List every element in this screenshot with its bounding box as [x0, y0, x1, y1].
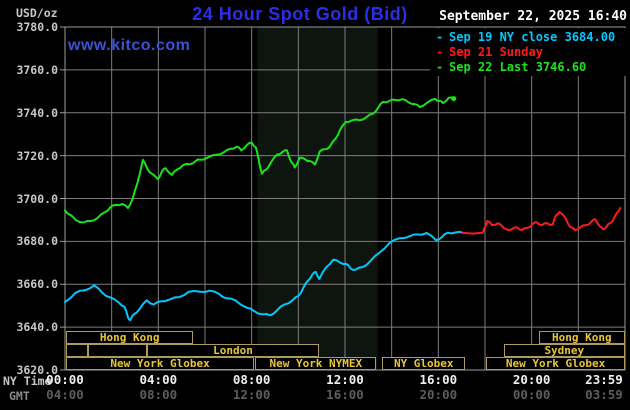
session-box-london: London [146, 344, 320, 357]
kitco-watermark-link[interactable]: www.kitco.com [68, 37, 191, 54]
y-tick-label: 3620.0 [16, 363, 58, 377]
x-tick-ny: 00:00 [46, 372, 84, 387]
session-box-new-york-globex: New York Globex [486, 357, 625, 370]
session-box-sydney: Sydney [503, 344, 625, 357]
x-tick-ny: 23:59 [585, 372, 623, 387]
legend-dash-icon: - [436, 44, 444, 59]
x-tick-ny: 04:00 [139, 372, 178, 387]
legend-row-sep19: - Sep 19 NY close 3684.00 [436, 29, 630, 44]
x-tick-gmt: 04:00 [46, 387, 84, 402]
session-box-hong-kong: Hong Kong [538, 331, 625, 344]
session-box [88, 344, 147, 357]
legend-row-sep22: - Sep 22 Last 3746.60 [436, 59, 630, 74]
x-axis-row-label-ny: NY Time [3, 374, 52, 388]
legend-label: Sep 21 Sunday [449, 44, 543, 59]
x-tick-gmt: 16:00 [326, 387, 364, 402]
session-box-new-york-globex: New York Globex [66, 357, 254, 370]
series-line-sep19 [64, 230, 464, 322]
y-tick-label: 3660.0 [16, 277, 58, 292]
legend-label: Sep 22 Last 3746.60 [449, 59, 587, 74]
page-title: 24 Hour Spot Gold (Bid) [192, 4, 408, 24]
x-axis-row-label-gmt: GMT [9, 389, 30, 403]
y-tick-label: 3720.0 [16, 148, 58, 163]
y-tick-label: 3760.0 [16, 62, 58, 77]
x-tick-ny: 08:00 [232, 372, 271, 387]
chart-legend: - Sep 19 NY close 3684.00- Sep 21 Sunday - S… [430, 28, 630, 76]
session-box-hong-kong: Hong Kong [66, 331, 194, 344]
x-tick-gmt: 03:59 [585, 387, 623, 402]
session-box-new-york-nymex: New York NYMEX [255, 357, 377, 370]
legend-label: Sep 19 NY close 3684.00 [449, 29, 616, 44]
x-tick-gmt: 00:00 [512, 387, 551, 402]
series-line-sep21 [461, 206, 622, 235]
x-tick-ny: 16:00 [419, 372, 458, 387]
y-tick-label: 3740.0 [16, 105, 58, 120]
plot-frame [64, 26, 626, 371]
legend-dash-icon: - [436, 59, 444, 74]
legend-row-sep21: - Sep 21 Sunday [436, 44, 630, 59]
x-tick-gmt: 12:00 [232, 387, 271, 402]
series-line-sep22 [64, 96, 455, 224]
y-tick-label: 3780.0 [16, 20, 58, 34]
session-box [66, 344, 89, 357]
x-tick-ny: 12:00 [326, 372, 364, 387]
chart-datetime: September 22, 2025 16:40 [439, 9, 627, 24]
y-tick-label: 3640.0 [16, 320, 58, 335]
session-box-ny-globex: NY Globex [382, 357, 466, 370]
x-tick-ny: 20:00 [512, 372, 551, 387]
y-tick-label: 3680.0 [16, 234, 58, 249]
x-tick-gmt: 20:00 [419, 387, 458, 402]
y-tick-label: 3700.0 [16, 191, 58, 206]
y-axis-units-label: USD/oz [16, 6, 58, 20]
last-price-marker [451, 96, 457, 102]
legend-dash-icon: - [436, 29, 444, 44]
x-tick-gmt: 08:00 [139, 387, 178, 402]
